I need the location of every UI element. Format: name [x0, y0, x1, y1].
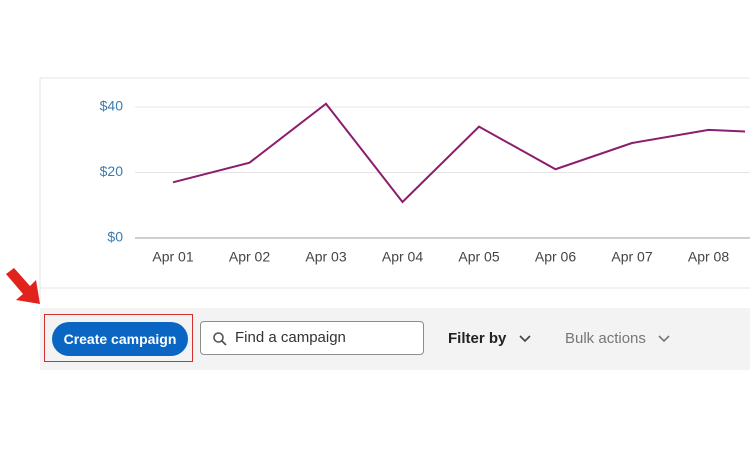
chevron — [518, 335, 531, 343]
highlight-box — [44, 314, 193, 362]
bulk-dropdown[interactable]: Bulk actions — [565, 330, 670, 347]
line — [172, 102, 745, 204]
x-tick-label: Apr 02 — [229, 249, 270, 265]
create-campaign-button[interactable]: Create campaign — [52, 322, 188, 356]
search-box[interactable]: Find a campaign — [200, 321, 424, 355]
y-tick-label: $40 — [100, 98, 124, 114]
x-tick-label: Apr 07 — [611, 249, 652, 265]
x-tick-label: Apr 08 — [688, 249, 729, 265]
bulk-label: Bulk actions — [565, 330, 646, 347]
x-tick-label: Apr 03 — [305, 249, 346, 265]
x-tick-label: Apr 06 — [535, 249, 576, 265]
filter-label: Filter by — [448, 330, 507, 347]
x-tick-label: Apr 05 — [458, 249, 499, 265]
x-tick-label: Apr 01 — [152, 249, 193, 265]
chevron — [658, 335, 670, 343]
x-tick-label: Apr 04 — [382, 249, 423, 265]
chart: $0 $20 $40 Apr 01 Apr 02 Apr 03 Apr 04 Apr 05 Ap… — [39, 77, 750, 300]
filter-dropdown[interactable]: Filter by — [448, 330, 531, 347]
arrow — [6, 268, 40, 304]
search-icon — [213, 332, 227, 346]
y-tick-label: $0 — [107, 229, 123, 245]
search-placeholder: Find a campaign — [235, 329, 346, 346]
y-tick-label: $20 — [100, 163, 124, 179]
